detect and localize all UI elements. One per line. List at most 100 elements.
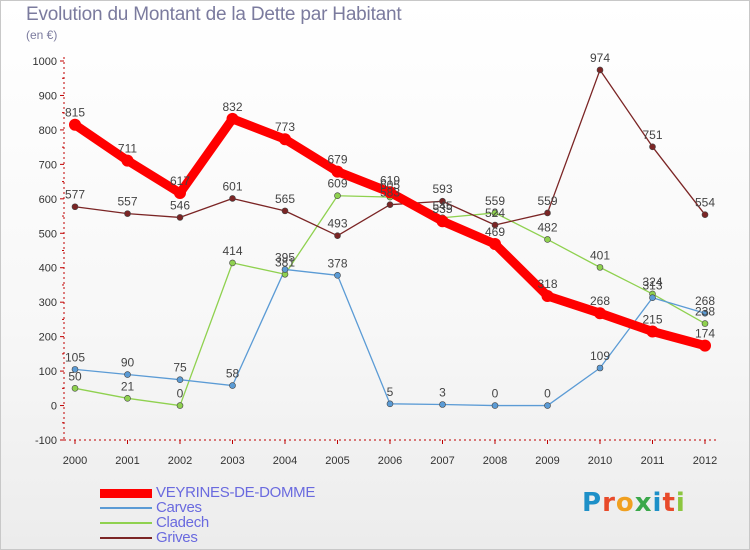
data-point-veyrines-de-domme: [436, 215, 449, 228]
data-label-cladech: 0: [177, 387, 184, 401]
data-label-cladech: 482: [537, 220, 557, 234]
data-point-grives: [491, 221, 499, 229]
data-label-grives: 751: [642, 128, 662, 142]
data-label-cladech: 545: [432, 199, 452, 213]
data-point-veyrines-de-domme: [69, 118, 81, 131]
data-label-grives: 546: [170, 198, 190, 212]
data-label-carves: 0: [492, 387, 499, 401]
x-tick-label: 2003: [220, 455, 244, 467]
y-tick-label: 500: [39, 228, 57, 240]
data-label-cladech: 609: [327, 177, 347, 191]
data-label-grives: 565: [275, 192, 295, 206]
x-tick-label: 2007: [430, 455, 454, 467]
x-tick-label: 2010: [588, 455, 612, 467]
data-point-veyrines-de-domme: [646, 325, 659, 338]
y-tick-label: 400: [39, 263, 57, 275]
data-point-cladech: [701, 320, 709, 327]
data-point-carves: [124, 371, 131, 378]
data-label-grives: 524: [485, 206, 505, 220]
data-point-veyrines-de-domme: [331, 165, 344, 178]
data-label-cladech: 401: [590, 248, 610, 262]
data-label-cladech: 50: [68, 369, 82, 383]
data-label-cladech: 324: [642, 275, 662, 289]
data-label-veyrines-de-domme: 268: [590, 294, 610, 308]
data-label-cladech: 605: [380, 178, 400, 192]
data-point-grives: [386, 201, 394, 208]
data-label-veyrines-de-domme: 679: [327, 153, 347, 167]
data-label-veyrines-de-domme: 773: [275, 120, 295, 134]
x-tick-label: 2000: [63, 455, 87, 467]
data-label-carves: 75: [173, 361, 187, 375]
data-label-carves: 378: [327, 256, 347, 270]
data-point-cladech: [544, 236, 551, 243]
legend-swatch: [100, 537, 152, 539]
data-label-carves: 395: [275, 250, 295, 264]
data-label-carves: 109: [590, 349, 610, 363]
data-label-grives: 593: [432, 182, 452, 196]
data-point-veyrines-de-domme: [121, 154, 134, 167]
data-label-veyrines-de-domme: 469: [485, 225, 505, 239]
data-point-veyrines-de-domme: [174, 186, 186, 199]
proxiti-logo: Proxiti: [582, 488, 686, 518]
data-label-grives: 577: [65, 188, 85, 202]
data-label-grives: 583: [380, 186, 400, 200]
data-label-veyrines-de-domme: 535: [432, 202, 452, 216]
y-tick-label: 800: [39, 125, 57, 137]
legend-label: Grives: [156, 529, 198, 546]
data-label-cladech: 414: [222, 244, 242, 258]
data-point-grives: [649, 143, 656, 151]
y-tick-label: -100: [35, 435, 57, 447]
data-point-cladech: [334, 192, 341, 200]
data-label-cladech: 559: [485, 194, 505, 208]
data-point-carves: [491, 402, 499, 409]
data-point-cladech: [176, 402, 184, 409]
data-label-carves: 3: [439, 386, 446, 400]
legend-swatch: [100, 522, 152, 524]
y-tick-label: 900: [39, 90, 57, 102]
data-point-cladech: [71, 385, 79, 392]
data-point-carves: [281, 266, 289, 273]
data-label-grives: 493: [327, 217, 347, 231]
y-tick-label: 600: [39, 194, 57, 206]
data-point-grives: [176, 214, 184, 221]
x-tick-label: 2004: [273, 455, 297, 467]
data-point-cladech: [124, 395, 131, 402]
data-label-veyrines-de-domme: 815: [65, 106, 85, 120]
data-label-carves: 313: [642, 279, 662, 293]
legend-label: Cladech: [156, 514, 209, 531]
data-point-carves: [439, 401, 446, 408]
legend-label: VEYRINES-DE-DOMME: [156, 484, 316, 501]
y-tick-label: 200: [39, 332, 57, 344]
data-point-grives: [124, 210, 131, 217]
y-tick-label: 0: [51, 401, 57, 413]
data-point-cladech: [491, 209, 499, 217]
x-tick-label: 2008: [483, 455, 507, 467]
y-tick-label: 700: [39, 159, 57, 171]
data-point-carves: [701, 309, 709, 317]
chart-subtitle: (en €): [26, 28, 58, 42]
data-point-veyrines-de-domme: [541, 289, 554, 302]
data-point-carves: [649, 294, 656, 302]
data-point-grives: [334, 232, 341, 239]
chart-title: Evolution du Montant de la Dette par Hab…: [26, 4, 402, 25]
data-label-carves: 268: [695, 294, 715, 308]
data-label-grives: 601: [222, 179, 242, 193]
data-label-veyrines-de-domme: 174: [695, 327, 715, 341]
data-point-veyrines-de-domme: [279, 133, 291, 146]
data-point-carves: [71, 366, 79, 373]
data-label-veyrines-de-domme: 619: [380, 173, 400, 187]
data-point-carves: [334, 272, 341, 279]
data-label-grives: 554: [695, 196, 715, 210]
x-tick-label: 2001: [115, 455, 139, 467]
data-point-veyrines-de-domme: [384, 186, 396, 199]
data-label-veyrines-de-domme: 318: [537, 277, 557, 291]
data-label-veyrines-de-domme: 711: [118, 142, 137, 156]
data-label-veyrines-de-domme: 832: [222, 100, 242, 114]
x-tick-label: 2011: [641, 455, 665, 467]
data-label-cladech: 238: [695, 305, 715, 319]
data-label-grives: 559: [537, 194, 557, 208]
data-point-carves: [544, 402, 551, 409]
data-point-grives: [596, 66, 604, 74]
